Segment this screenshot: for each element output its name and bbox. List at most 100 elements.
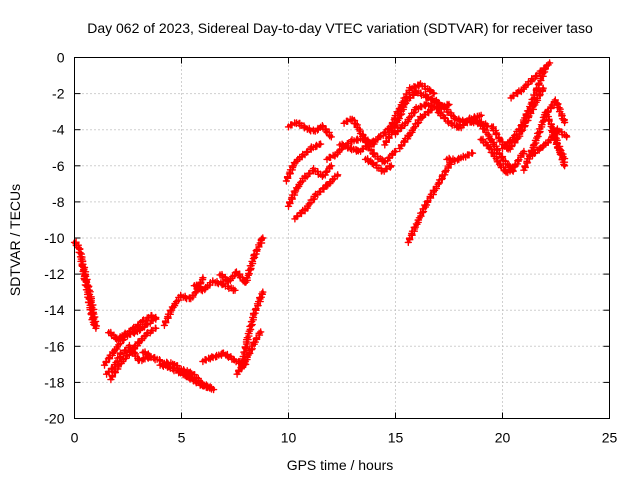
- data-point: [539, 70, 543, 74]
- data-point: [490, 124, 494, 128]
- series-arc-s: [284, 119, 335, 141]
- data-point: [149, 355, 154, 359]
- series-markers: [160, 274, 207, 330]
- data-point: [363, 157, 368, 161]
- data-point: [496, 160, 500, 164]
- data-point: [295, 185, 299, 190]
- data-point: [556, 128, 560, 132]
- data-point: [500, 157, 505, 161]
- data-point: [520, 88, 524, 92]
- series-markers: [102, 341, 154, 378]
- data-point: [447, 120, 451, 125]
- data-point: [479, 122, 483, 126]
- data-point: [357, 149, 361, 153]
- data-point: [154, 326, 158, 330]
- series-arc-ah: [477, 135, 528, 177]
- data-point: [169, 366, 173, 370]
- series-arc-b: [77, 253, 98, 329]
- data-point: [246, 335, 250, 339]
- data-point: [415, 222, 419, 226]
- y-axis-label: SDTVAR / TECUs: [7, 184, 23, 296]
- x-axis-label: GPS time / hours: [287, 457, 394, 473]
- data-point: [113, 348, 117, 352]
- data-point: [79, 254, 83, 258]
- data-point: [458, 126, 462, 130]
- data-point: [518, 128, 522, 132]
- series-arc-q: [284, 162, 335, 210]
- data-point: [548, 61, 552, 65]
- y-tick-label: -8: [52, 194, 65, 210]
- y-tick-label: -12: [44, 266, 64, 282]
- data-point: [77, 245, 81, 249]
- y-tick-label: -14: [44, 302, 64, 318]
- y-tick-label: -2: [52, 86, 65, 102]
- data-point: [259, 330, 263, 334]
- data-point: [244, 281, 248, 285]
- data-point: [488, 146, 492, 150]
- data-point: [94, 326, 98, 330]
- data-point: [261, 290, 265, 294]
- data-point: [83, 277, 87, 282]
- data-point: [329, 164, 333, 168]
- series-arc-ak: [507, 59, 554, 102]
- data-point: [432, 92, 436, 96]
- data-point: [430, 108, 434, 112]
- data-point: [201, 382, 205, 386]
- data-point: [535, 88, 539, 92]
- data-point: [462, 155, 466, 159]
- data-point: [304, 207, 308, 211]
- data-point: [325, 184, 329, 188]
- data-point: [233, 288, 237, 292]
- data-point: [550, 128, 554, 132]
- y-tick-label: -20: [44, 411, 64, 427]
- data-point: [212, 355, 216, 359]
- data-point: [222, 351, 226, 356]
- data-point: [541, 86, 545, 90]
- data-point: [102, 362, 107, 366]
- series-markers: [237, 288, 267, 373]
- data-point: [507, 148, 511, 152]
- data-point: [126, 353, 130, 357]
- data-point: [383, 142, 387, 146]
- data-point: [173, 362, 177, 366]
- data-point: [149, 314, 154, 318]
- data-point: [154, 317, 158, 321]
- data-point: [192, 283, 196, 287]
- data-point: [201, 288, 205, 292]
- data-point: [137, 341, 141, 345]
- data-point: [312, 167, 316, 171]
- series-markers: [498, 64, 549, 153]
- series-markers: [177, 366, 218, 394]
- series-arc-p: [233, 328, 265, 378]
- data-point: [423, 203, 428, 208]
- data-point: [509, 138, 513, 143]
- series-arc-ad: [443, 149, 477, 165]
- data-point: [436, 106, 440, 110]
- series-markers: [284, 119, 335, 141]
- data-point: [107, 330, 111, 334]
- data-point: [408, 131, 413, 135]
- data-point: [393, 131, 398, 135]
- series-arc-o: [237, 288, 267, 373]
- series-arc-r: [282, 140, 325, 185]
- data-point: [406, 240, 410, 244]
- data-point: [162, 323, 166, 327]
- x-tick-label: 0: [71, 430, 79, 446]
- data-point: [304, 175, 308, 179]
- data-point: [105, 371, 109, 375]
- series-arc-j: [177, 366, 218, 394]
- data-point: [235, 270, 239, 274]
- data-point: [212, 279, 216, 283]
- data-point: [201, 359, 205, 363]
- data-point: [351, 138, 355, 143]
- series-arc-aa: [391, 99, 453, 138]
- data-point: [522, 149, 526, 153]
- data-point: [233, 359, 237, 363]
- data-point: [190, 371, 194, 375]
- data-point: [361, 135, 365, 139]
- data-point: [550, 124, 554, 128]
- data-point: [92, 323, 96, 327]
- data-point: [252, 341, 256, 345]
